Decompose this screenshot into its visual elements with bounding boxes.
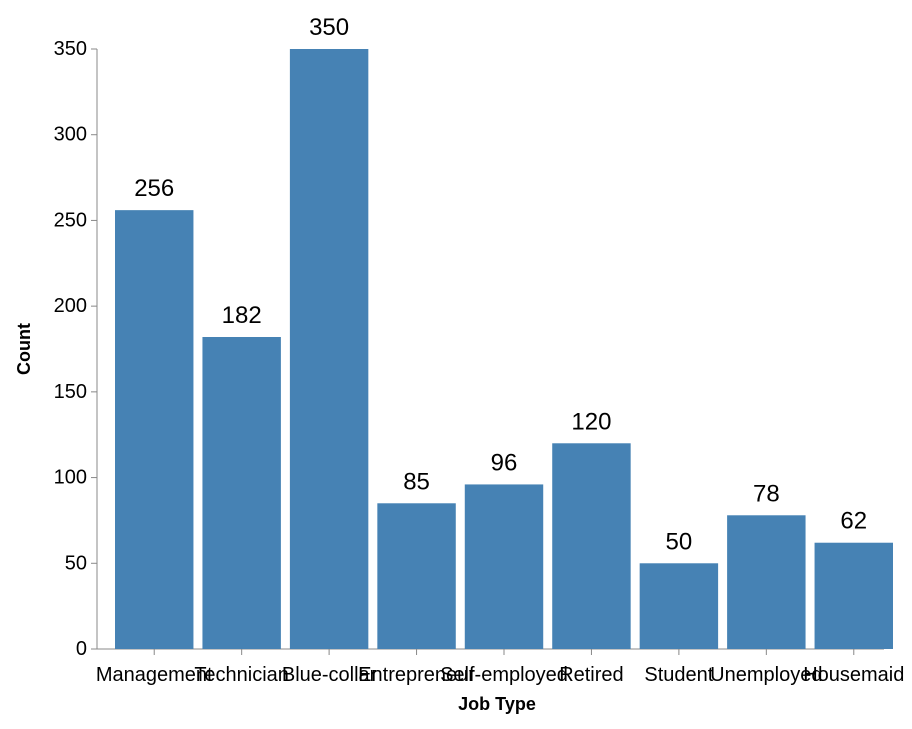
data-label: 78 [753,480,780,507]
data-label: 350 [309,14,349,41]
x-axis-ticks: ManagementTechnicianBlue-collarEntrepren… [96,649,904,686]
data-label: 256 [134,175,174,202]
y-tick-label: 250 [54,209,87,231]
data-labels: 256 182 350 85 96 120 50 78 62 [134,14,867,555]
y-tick-label: 100 [54,467,87,489]
bar-series [115,49,893,649]
data-label: 120 [571,408,611,435]
data-label: 96 [491,449,518,476]
y-tick-label: 150 [54,381,87,403]
bar-unemployed [727,515,806,649]
y-axis-title: Count [14,323,34,375]
bar-blue-collar [289,49,369,649]
x-tick-label: Entrepreneur [358,664,475,686]
x-tick-label: Technician [194,664,289,686]
bar-technician [202,337,281,649]
x-axis: ManagementTechnicianBlue-collarEntrepren… [96,648,904,686]
bar-self-employed [464,484,544,649]
y-axis-ticks: 0 50 100 150 200 250 300 350 [54,38,97,660]
data-label: 62 [840,508,867,535]
y-tick-label: 350 [54,38,87,60]
y-tick-label: 200 [54,295,87,317]
bar-student [639,563,719,649]
bar-retired [552,443,631,649]
bar-housemaid [814,542,893,649]
bar-management [115,210,194,649]
data-label: 182 [222,302,262,329]
x-tick-label: Management [96,664,213,686]
data-label: 50 [666,528,693,555]
data-label: 85 [403,468,430,495]
x-tick-label: Housemaid [803,664,904,686]
y-tick-label: 300 [54,124,87,146]
bar-entrepreneur [377,503,456,649]
x-tick-label: Retired [559,664,623,686]
x-tick-label: Student [644,664,713,686]
x-tick-label: Self-employed [440,664,568,686]
y-tick-label: 0 [76,638,87,660]
x-tick-label: Blue-collar [282,664,377,686]
y-tick-label: 50 [65,552,87,574]
x-tick-label: Unemployed [710,664,822,686]
x-axis-title: Job Type [458,694,536,714]
y-axis: 0 50 100 150 200 250 300 350 [54,38,98,660]
